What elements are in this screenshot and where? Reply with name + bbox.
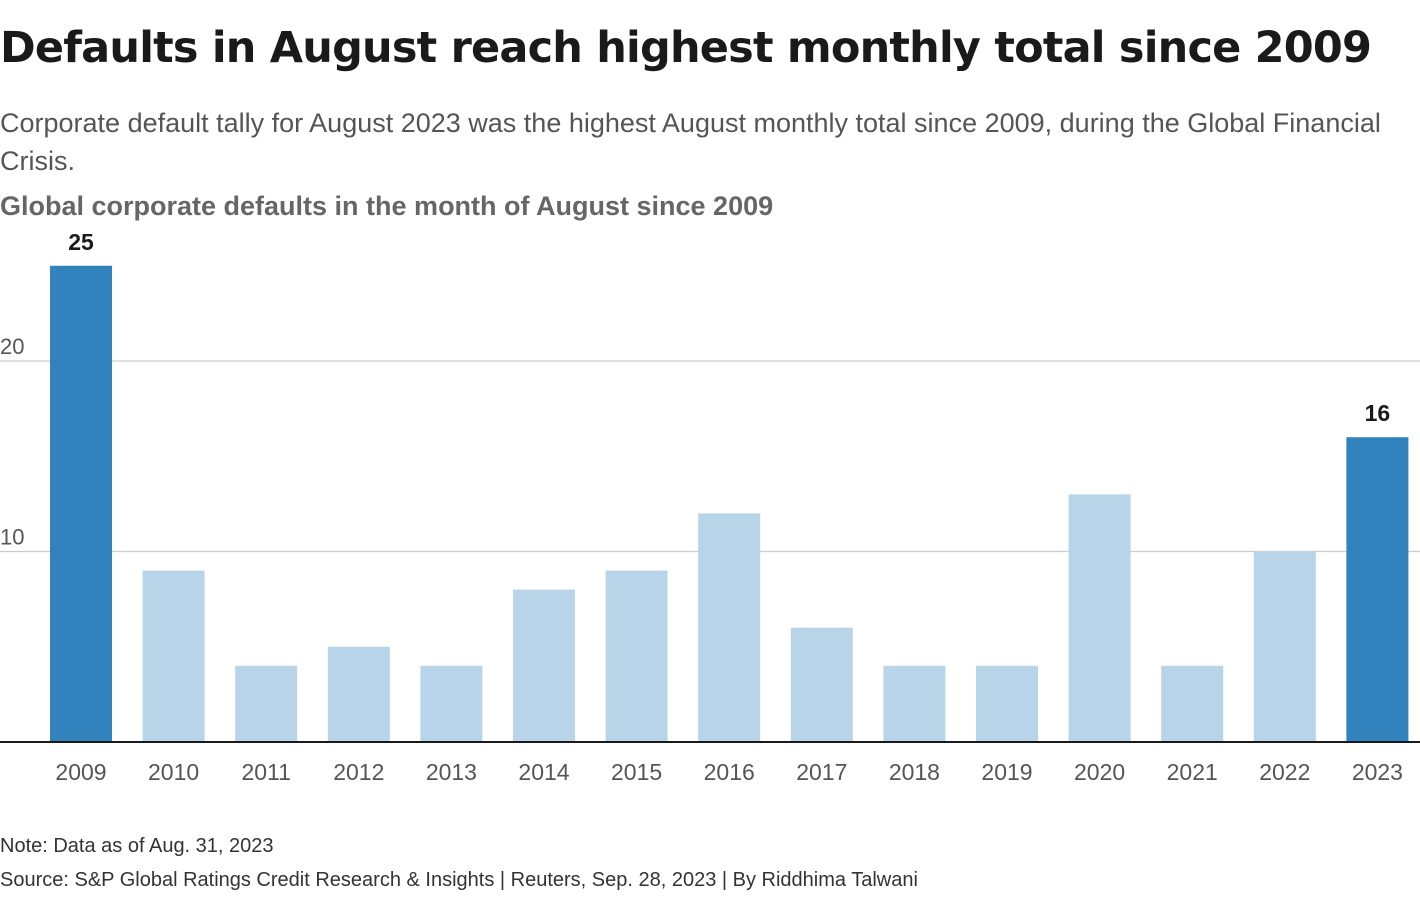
x-tick-label-2018: 2018 <box>889 759 940 785</box>
bar-2013 <box>420 665 483 742</box>
page-subtitle: Corporate default tally for August 2023 … <box>0 108 1381 176</box>
x-tick-label-2010: 2010 <box>148 759 199 785</box>
bar-2014 <box>513 589 575 742</box>
y-tick-label-10: 10 <box>0 525 24 550</box>
x-tick-label-2014: 2014 <box>518 759 569 785</box>
x-tick-label-2012: 2012 <box>333 759 384 785</box>
x-tick-label-2017: 2017 <box>796 759 847 785</box>
x-tick-label-2011: 2011 <box>241 759 290 785</box>
bar-2023 <box>1346 437 1409 742</box>
bars <box>50 265 1409 742</box>
x-tick-label-2020: 2020 <box>1074 759 1125 785</box>
bar-2010 <box>142 570 205 742</box>
bar-2018 <box>883 665 946 742</box>
footnote: Note: Data as of Aug. 31, 2023 <box>0 835 274 857</box>
bar-2022 <box>1253 551 1316 742</box>
x-tick-label-2016: 2016 <box>704 759 755 785</box>
bar-2011 <box>235 665 298 742</box>
bar-2009 <box>50 265 112 742</box>
data-label-2023: 16 <box>1365 400 1391 426</box>
x-tick-label-2023: 2023 <box>1352 759 1403 785</box>
x-tick-label-2009: 2009 <box>55 759 106 785</box>
bar-2019 <box>976 665 1038 742</box>
x-tick-label-2013: 2013 <box>426 759 477 785</box>
x-tick-label-2021: 2021 <box>1167 759 1218 785</box>
bar-2016 <box>698 513 761 742</box>
bar-2017 <box>790 627 853 742</box>
chart-title: Global corporate defaults in the month o… <box>0 191 774 221</box>
bar-2015 <box>605 570 668 742</box>
bar-2012 <box>327 646 390 742</box>
x-tick-label-2015: 2015 <box>611 759 662 785</box>
data-label-2009: 25 <box>68 229 94 255</box>
bar-2021 <box>1161 665 1224 742</box>
source-line: Source: S&P Global Ratings Credit Resear… <box>0 869 918 891</box>
x-axis: 2009 2010 2011 2012 2013 2014 2015 2016 2017 2018… <box>0 741 1420 785</box>
page-title: Defaults in August reach highest monthly… <box>0 23 1372 73</box>
x-tick-label-2019: 2019 <box>981 759 1032 785</box>
bar-2020 <box>1068 494 1131 742</box>
y-tick-label-20: 20 <box>0 334 24 359</box>
data-labels: 25 16 <box>68 229 1390 426</box>
x-tick-label-2022: 2022 <box>1259 759 1310 785</box>
